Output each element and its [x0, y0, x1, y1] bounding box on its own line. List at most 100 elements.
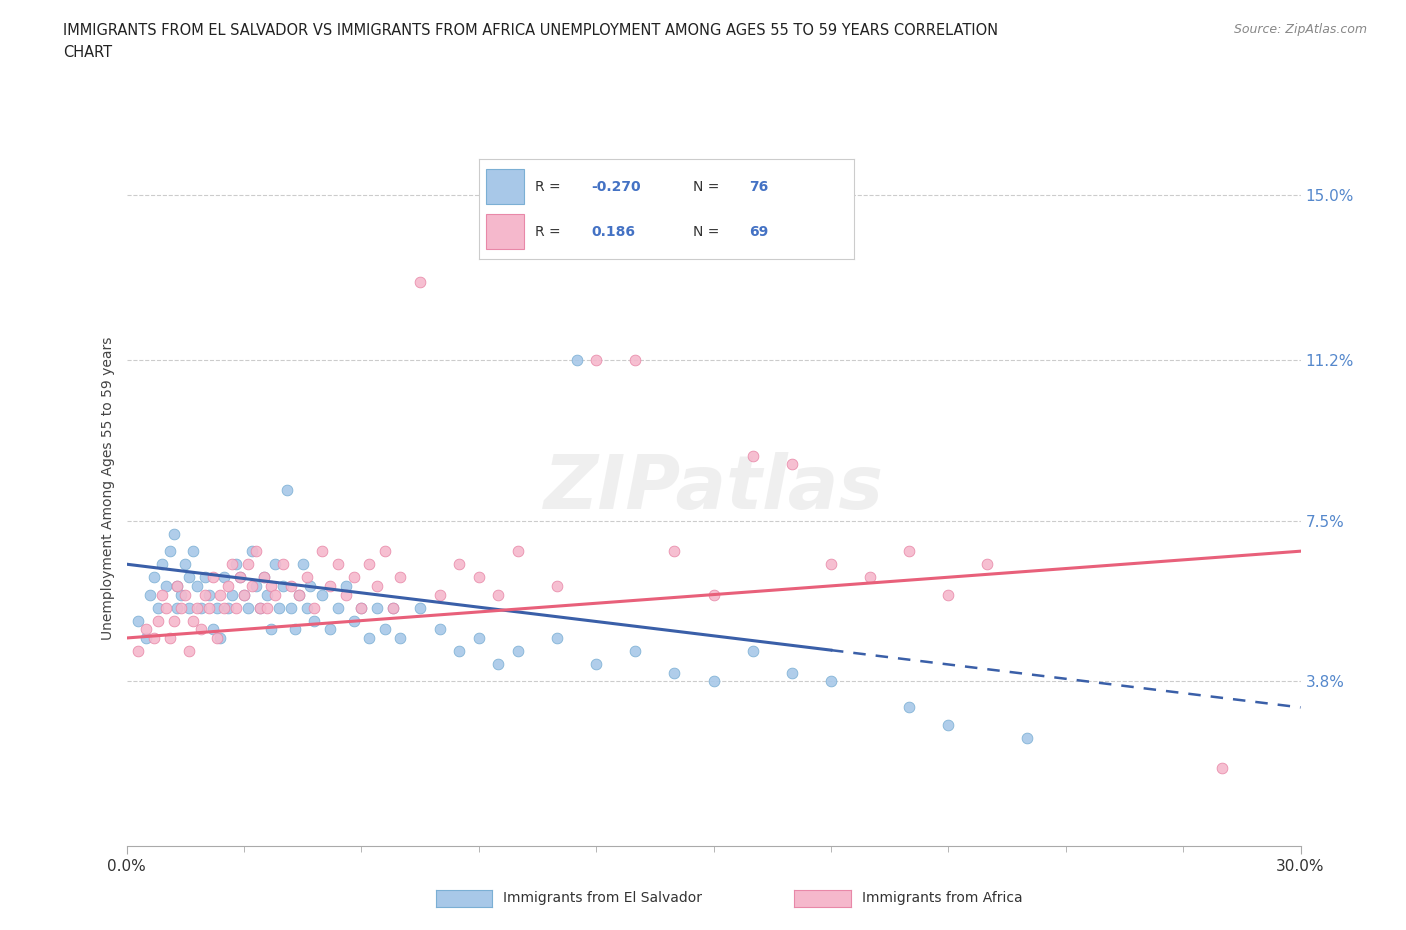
Point — [429, 587, 451, 602]
Point — [260, 622, 283, 637]
Point — [304, 600, 326, 615]
Point — [366, 600, 388, 615]
Point — [249, 600, 271, 615]
Point — [664, 544, 686, 559]
Point — [186, 600, 208, 615]
Point — [229, 570, 252, 585]
Point — [898, 700, 921, 715]
Point — [304, 613, 326, 628]
Point — [162, 526, 184, 541]
Point — [221, 557, 243, 572]
Point — [256, 587, 278, 602]
Point — [976, 557, 998, 572]
Point — [135, 631, 157, 645]
Point — [780, 665, 803, 680]
Point — [409, 600, 432, 615]
Point — [245, 544, 267, 559]
Point — [319, 578, 342, 593]
Point — [150, 587, 173, 602]
Point — [342, 570, 364, 585]
Point — [256, 600, 278, 615]
Point — [1015, 730, 1038, 745]
Point — [260, 578, 283, 593]
Text: ZIPatlas: ZIPatlas — [544, 452, 883, 525]
Point — [898, 544, 921, 559]
Point — [335, 578, 357, 593]
Point — [381, 600, 404, 615]
Point — [741, 644, 763, 658]
Point — [429, 622, 451, 637]
Point — [284, 622, 307, 637]
Point — [269, 600, 291, 615]
Point — [142, 570, 165, 585]
Point — [585, 352, 607, 367]
Point — [201, 570, 224, 585]
Point — [127, 613, 149, 628]
Point — [225, 557, 247, 572]
Point — [142, 631, 165, 645]
Point — [280, 578, 302, 593]
Point — [146, 600, 169, 615]
Point — [780, 457, 803, 472]
Point — [820, 557, 842, 572]
Point — [249, 600, 271, 615]
Point — [295, 570, 318, 585]
Point — [150, 557, 173, 572]
Point — [291, 557, 314, 572]
Point — [467, 570, 489, 585]
Point — [486, 657, 509, 671]
Point — [217, 600, 239, 615]
Point — [159, 631, 181, 645]
Y-axis label: Unemployment Among Ages 55 to 59 years: Unemployment Among Ages 55 to 59 years — [101, 337, 115, 640]
Point — [162, 613, 184, 628]
Text: CHART: CHART — [63, 45, 112, 60]
Point — [252, 570, 274, 585]
Point — [155, 578, 177, 593]
Point — [276, 483, 298, 498]
Point — [174, 587, 197, 602]
Point — [236, 557, 259, 572]
Point — [311, 587, 333, 602]
Point — [194, 570, 217, 585]
Text: IMMIGRANTS FROM EL SALVADOR VS IMMIGRANTS FROM AFRICA UNEMPLOYMENT AMONG AGES 55: IMMIGRANTS FROM EL SALVADOR VS IMMIGRANT… — [63, 23, 998, 38]
Point — [326, 557, 349, 572]
Point — [209, 587, 232, 602]
Point — [350, 600, 373, 615]
Point — [820, 674, 842, 689]
Point — [326, 600, 349, 615]
Point — [146, 613, 169, 628]
Point — [467, 631, 489, 645]
Point — [565, 352, 588, 367]
Point — [186, 578, 208, 593]
Point — [741, 448, 763, 463]
Point — [264, 587, 287, 602]
Point — [139, 587, 162, 602]
Point — [170, 600, 193, 615]
Point — [181, 613, 204, 628]
Point — [664, 665, 686, 680]
Point — [159, 544, 181, 559]
Point — [252, 570, 274, 585]
Point — [409, 274, 432, 289]
Point — [217, 578, 239, 593]
Point — [287, 587, 309, 602]
Point — [702, 674, 725, 689]
Point — [359, 557, 381, 572]
Point — [135, 622, 157, 637]
Point — [181, 544, 204, 559]
Point — [585, 657, 607, 671]
Point — [225, 600, 247, 615]
Point — [170, 587, 193, 602]
Point — [506, 544, 529, 559]
Point — [174, 557, 197, 572]
Point — [240, 578, 263, 593]
Point — [624, 352, 647, 367]
Point — [166, 600, 188, 615]
Point — [232, 587, 256, 602]
Point — [166, 578, 188, 593]
Point — [287, 587, 309, 602]
Point — [179, 644, 201, 658]
Point — [335, 587, 357, 602]
Point — [166, 578, 188, 593]
Point — [342, 613, 364, 628]
